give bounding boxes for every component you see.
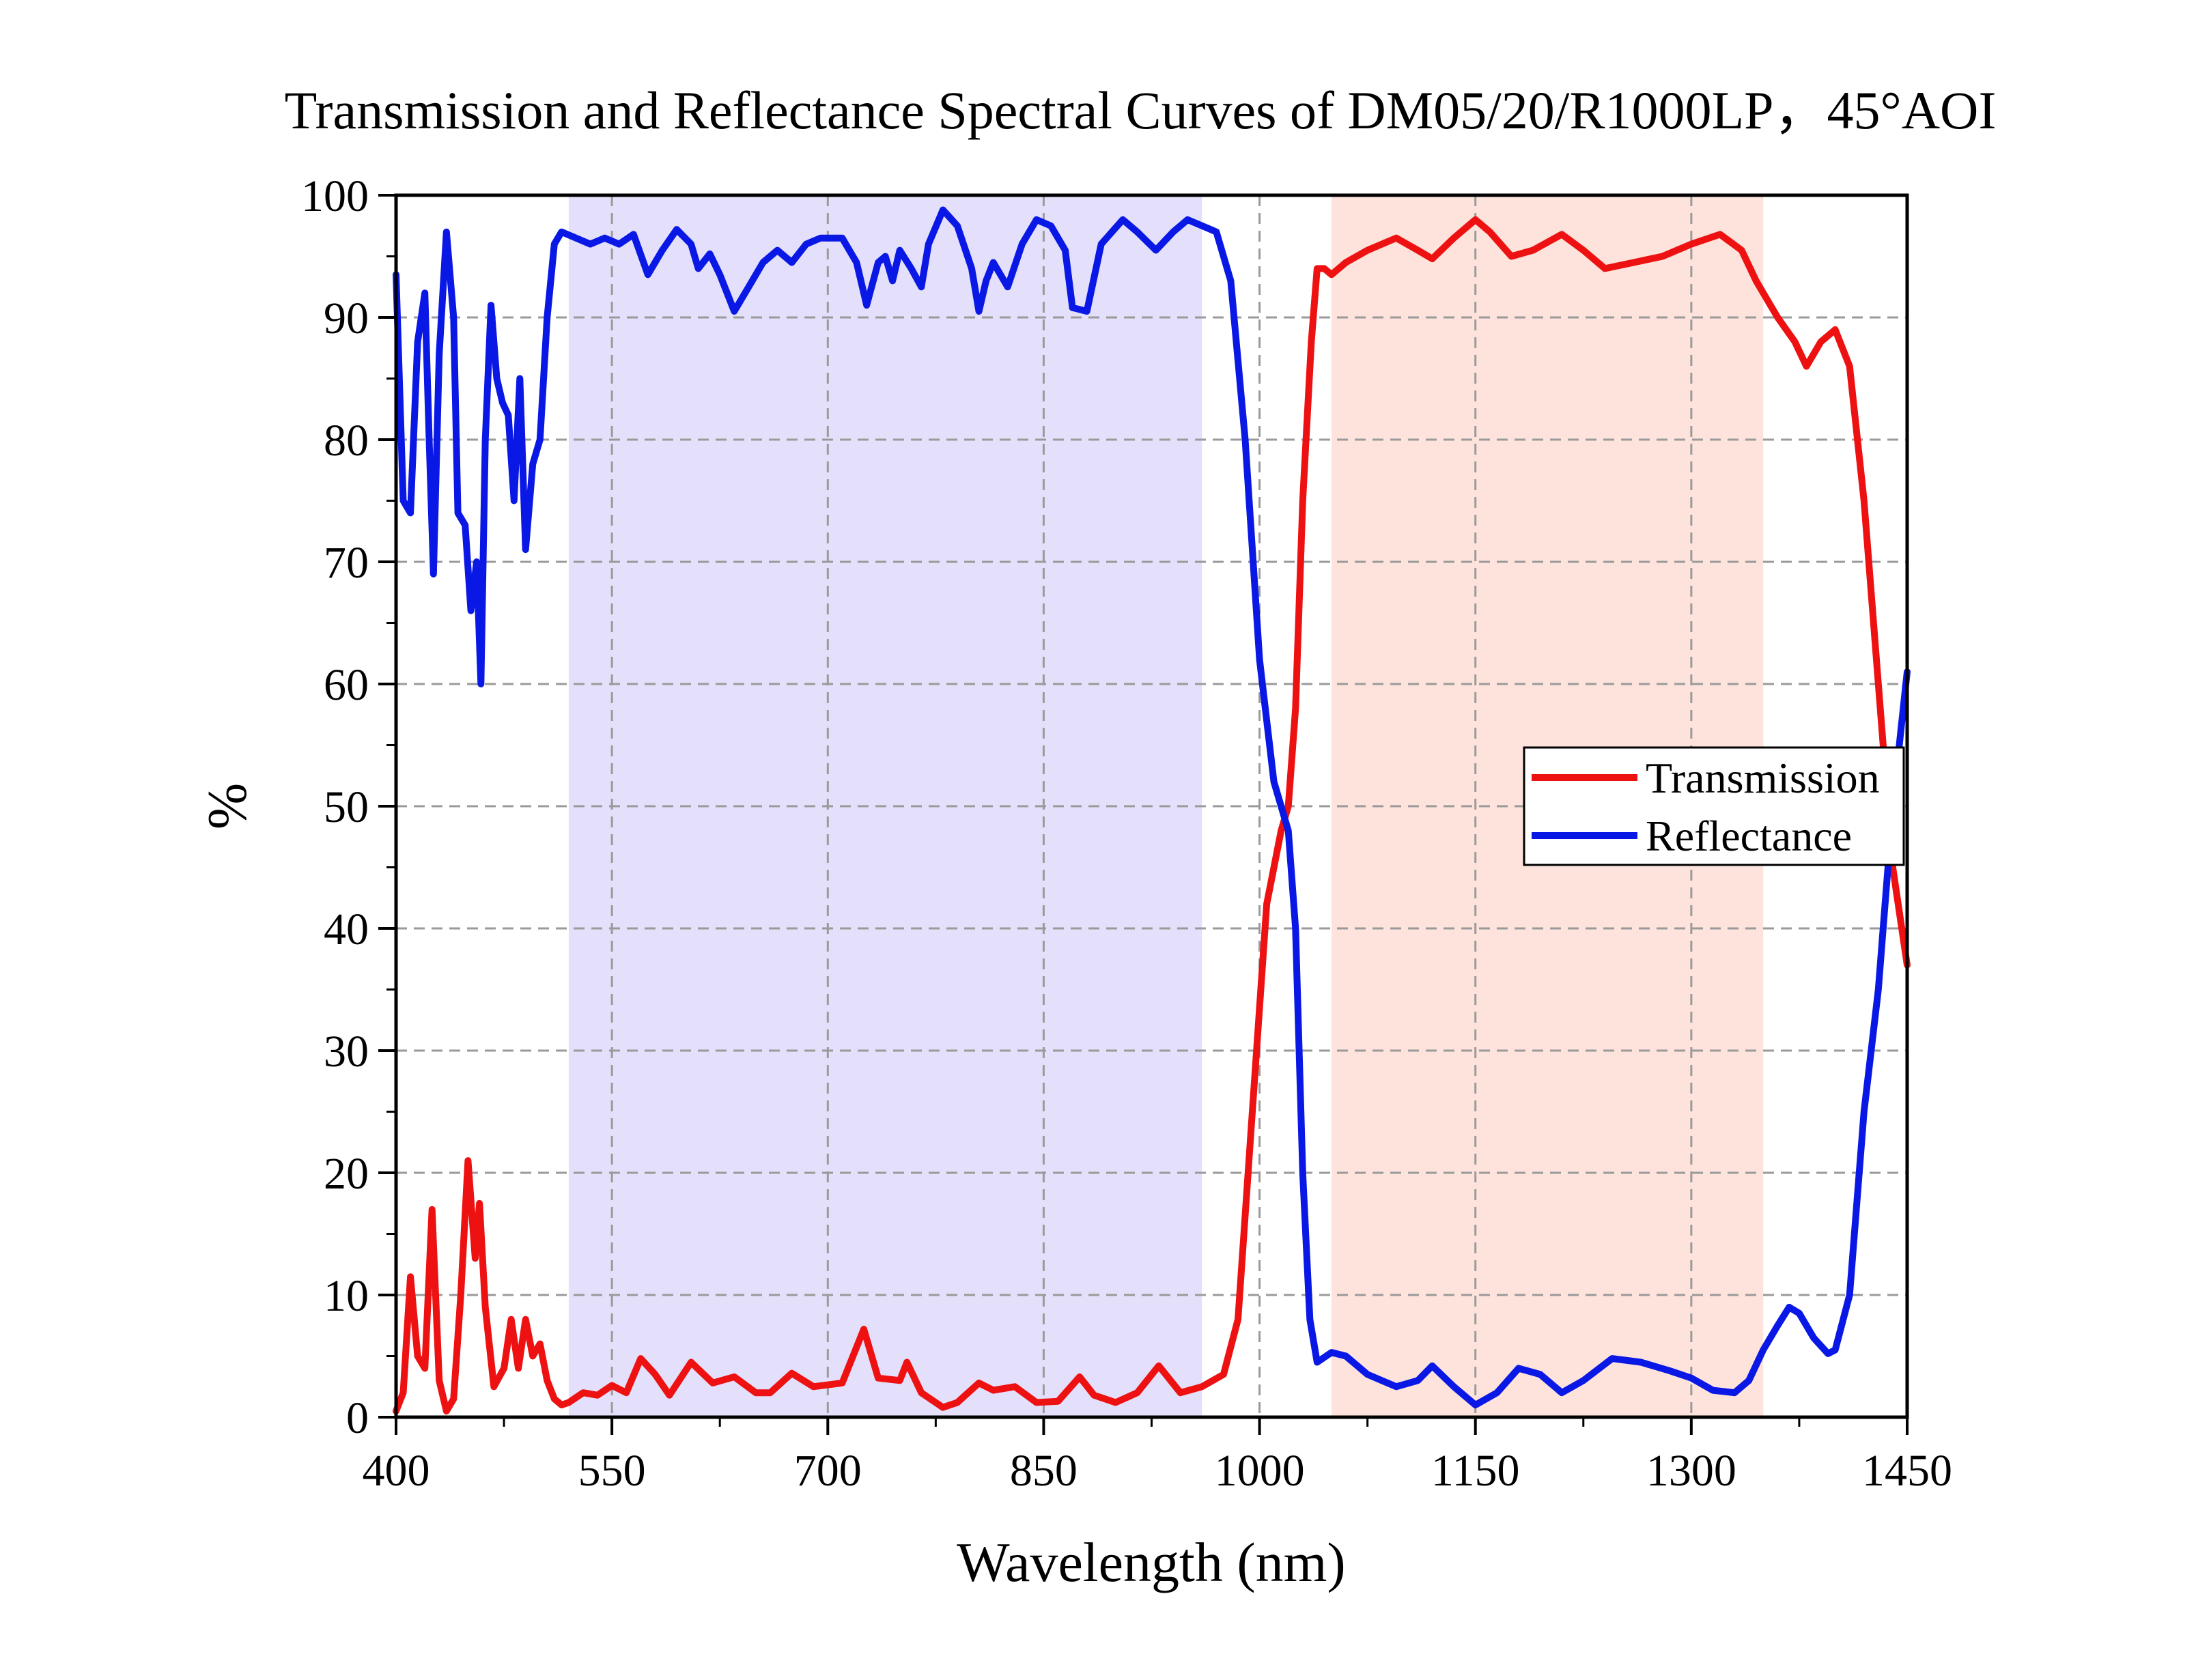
x-tick-label-1150: 1150 <box>1431 1446 1520 1496</box>
legend-label-reflectance: Reflectance <box>1646 812 1852 860</box>
y-tick-label-0: 0 <box>346 1393 369 1443</box>
x-tick-label-550: 550 <box>578 1446 646 1496</box>
x-tick-label-850: 850 <box>1010 1446 1078 1496</box>
x-tick-label-400: 400 <box>363 1446 430 1496</box>
x-tick-label-700: 700 <box>794 1446 862 1496</box>
y-tick-label-30: 30 <box>324 1027 369 1077</box>
y-tick-label-20: 20 <box>324 1149 369 1199</box>
chart-title: Transmission and Reflectance Spectral Cu… <box>285 81 1997 140</box>
legend-box <box>1523 746 1905 866</box>
y-tick-label-10: 10 <box>324 1271 369 1321</box>
y-tick-label-90: 90 <box>324 294 369 343</box>
series-line-reflectance <box>393 206 1911 1409</box>
y-tick-label-80: 80 <box>324 416 369 466</box>
x-tick-label-1450: 1450 <box>1862 1446 1952 1496</box>
legend: Transmission Reflectance <box>1523 746 1905 866</box>
series-line-transmission <box>393 216 1911 1415</box>
x-tick-label-1000: 1000 <box>1215 1446 1305 1496</box>
series-lines <box>393 206 1911 1415</box>
y-tick-label-100: 100 <box>301 171 369 221</box>
y-tick-label-40: 40 <box>324 905 369 954</box>
y-tick-label-60: 60 <box>324 660 369 710</box>
y-axis-title: % <box>196 783 258 829</box>
y-tick-label-70: 70 <box>324 538 369 588</box>
legend-label-transmission: Transmission <box>1646 754 1880 802</box>
y-tick-label-50: 50 <box>324 782 369 832</box>
axis-ticks: 400 550 700 850 1000 1150 1300 1450 0 10 20 30 40 50 6… <box>301 171 1952 1496</box>
x-axis-title: Wavelength (nm) <box>957 1531 1345 1593</box>
x-tick-label-1300: 1300 <box>1646 1446 1736 1496</box>
grid <box>396 195 1907 1417</box>
